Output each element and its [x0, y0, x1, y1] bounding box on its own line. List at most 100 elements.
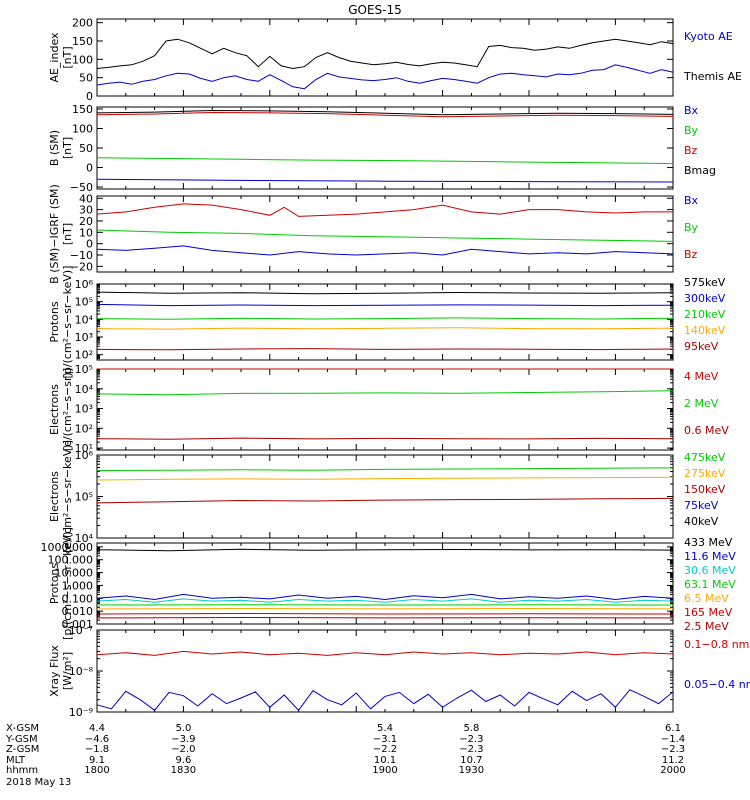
legend-entry: 4 MeV [684, 370, 719, 383]
legend-entry: Bx [684, 104, 699, 117]
panel-frame [96, 106, 674, 190]
x-tick-label: 5.0 [175, 723, 191, 734]
y-axis-label: [p/(cm²−s−sr−keV)] [61, 527, 74, 640]
x-row-label: Y-GSM [5, 734, 38, 745]
legend-entry: 0.05−0.4 nm [684, 678, 750, 691]
panel-5: 10⁴ 10⁵ 10⁶ Electrons [e/(cm²−s−sr−keV)] 475k… [48, 440, 726, 553]
y-tick-label: 1000.000 [41, 541, 94, 554]
x-tick-label: 10.1 [374, 755, 396, 766]
y-tick-label: 10⁶ [75, 449, 94, 462]
series-line [96, 497, 674, 504]
panel-frame [96, 368, 674, 451]
x-tick-label: −1.4 [661, 734, 685, 745]
y-axis-label: Electrons [48, 471, 61, 522]
legend-entry: 165 MeV [684, 606, 733, 619]
panel-3: 10² 10³ 10⁴ 10⁵ 10⁶ Protons [p/(cm²−s−sr−keV)]… [48, 266, 726, 379]
y-tick-label: 150 [72, 35, 93, 48]
series-line [96, 548, 674, 552]
series-line [96, 64, 674, 90]
panel-frame [96, 542, 674, 625]
y-tick-label: 100 [72, 122, 93, 135]
panel-frame [96, 283, 674, 361]
y-tick-label: 100 [72, 53, 93, 66]
y-tick-label: −50 [70, 181, 93, 194]
series-line [96, 327, 674, 330]
y-tick-label: 0 [86, 90, 93, 103]
y-axis-label: B (SM) [48, 130, 61, 166]
x-tick-label: 5.8 [463, 723, 479, 734]
y-axis-label: [p/(cm²−s−sr−keV)] [61, 266, 74, 379]
series-line [96, 229, 674, 242]
y-tick-label: 10⁻⁹ [69, 706, 93, 719]
series-line [96, 109, 674, 116]
y-tick-label: 50 [79, 142, 93, 155]
y-axis-label: [W/m²] [61, 652, 74, 690]
x-tick-label: 10.7 [460, 755, 482, 766]
series-line [96, 203, 673, 217]
x-tick-label: −2.3 [459, 734, 483, 745]
x-tick-label: 11.2 [662, 755, 684, 766]
panel-frame [96, 454, 674, 539]
y-tick-label: −10 [70, 249, 93, 262]
series-line [96, 390, 674, 396]
legend-entry: 11.6 MeV [684, 550, 736, 563]
y-axis-label: [e/(cm²−s−sr−keV)] [61, 440, 74, 553]
legend-entry: 0.1−0.8 nm [684, 638, 749, 651]
y-tick-label: 10⁻⁷ [69, 624, 93, 637]
y-tick-label: 1.000 [62, 579, 94, 592]
series-line [96, 303, 674, 307]
y-tick-label: 150 [72, 103, 93, 116]
legend-entry: Kyoto AE [684, 30, 733, 43]
y-tick-label: 10⁻⁸ [69, 665, 94, 678]
x-row-label: X-GSM [6, 723, 39, 734]
series-line [96, 437, 674, 440]
x-tick-label: −3.1 [373, 734, 397, 745]
y-axis-label: Xray Flux [48, 645, 61, 697]
y-tick-label: 10 [79, 226, 93, 239]
legend-entry: By [684, 221, 699, 234]
legend-entry: 210keV [684, 308, 726, 321]
y-axis-label: Protons [48, 301, 61, 342]
chart-title: GOES-15 [348, 3, 402, 17]
legend-entry: Bz [684, 144, 698, 157]
legend-entry: Bmag [684, 164, 716, 177]
x-tick-label: 2000 [660, 765, 685, 776]
y-tick-label: 10⁵ [75, 296, 93, 309]
legend-entry: 63.1 MeV [684, 578, 736, 591]
legend-entry: 40keV [684, 515, 719, 528]
series-line [96, 291, 674, 295]
series-line [96, 476, 674, 481]
legend-entry: 2 MeV [684, 397, 719, 410]
series-line [96, 317, 674, 320]
legend-entry: 0.6 MeV [684, 424, 729, 437]
x-row-label: 2018 May 13 [6, 777, 71, 788]
y-tick-label: 10² [75, 422, 93, 435]
legend-entry: By [684, 124, 699, 137]
legend-entry: 275keV [684, 467, 726, 480]
y-tick-label: 20 [79, 215, 93, 228]
series-line [96, 178, 674, 183]
legend-entry: 150keV [684, 483, 726, 496]
series-line [96, 467, 674, 472]
series-line [96, 348, 674, 351]
y-tick-label: 40 [79, 192, 93, 205]
x-tick-label: 1930 [459, 765, 484, 776]
x-tick-label: −2.3 [661, 744, 685, 755]
y-tick-label: 10³ [75, 331, 93, 344]
legend-entry: 300keV [684, 292, 726, 305]
panel-frame [96, 18, 674, 97]
y-tick-label: 10² [75, 349, 93, 362]
legend-entry: 30.6 MeV [684, 564, 736, 577]
series-line [96, 650, 674, 656]
panel-frame [96, 195, 674, 273]
legend-entry: 140keV [684, 324, 726, 337]
y-tick-label: 0.100 [62, 592, 94, 605]
x-row-label: MLT [6, 755, 26, 766]
x-row-label: hhmm [6, 765, 38, 776]
y-tick-label: 0 [86, 238, 93, 251]
y-tick-label: 10⁴ [75, 532, 94, 545]
legend-entry: 433 MeV [684, 536, 733, 549]
